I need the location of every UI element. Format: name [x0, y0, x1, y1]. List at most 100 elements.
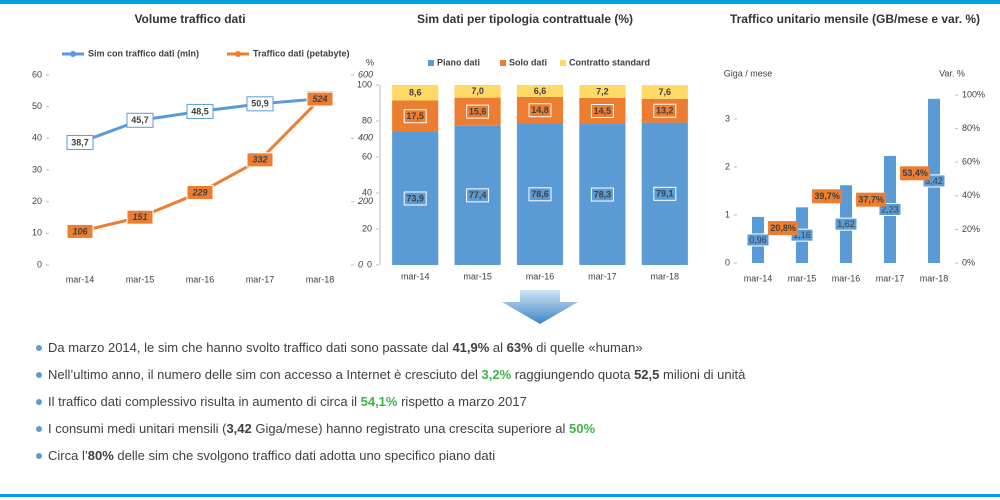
- bar-segment: [579, 97, 626, 125]
- top-band: [0, 0, 1000, 4]
- tick-label: 80%: [962, 123, 980, 133]
- tick-label: 0: [358, 259, 363, 269]
- tick-label: 400: [358, 133, 373, 143]
- tick-label: 80: [362, 115, 372, 125]
- bullet-text: 63%: [506, 340, 533, 355]
- x-tick-label: mar-17: [588, 271, 617, 281]
- bullet: I consumi medi unitari mensili (3,42 Gig…: [36, 421, 986, 448]
- tick-label: 30: [32, 164, 42, 174]
- chart-title: Volume traffico dati: [134, 12, 245, 26]
- chart-title: Sim dati per tipologia contrattuale (%): [417, 12, 633, 26]
- bullet-text: 54,1%: [360, 394, 398, 409]
- data-label: 524: [312, 94, 327, 104]
- data-label: 0,96: [749, 235, 767, 245]
- x-tick-label: mar-16: [526, 271, 555, 281]
- data-point: [246, 152, 274, 168]
- label-box: [466, 188, 490, 203]
- bullet-text: 50%: [568, 421, 596, 436]
- label-box: [653, 186, 677, 201]
- data-label: 15,6: [469, 107, 487, 117]
- data-label: 1,62: [837, 219, 855, 229]
- tick-label: 100: [357, 79, 372, 89]
- legend-label: Piano dati: [437, 57, 480, 67]
- label-box: [590, 187, 614, 202]
- tick-label: 600: [358, 69, 373, 79]
- x-tick-label: mar-15: [788, 273, 817, 283]
- bullet: Da marzo 2014, le sim che hanno svolto t…: [36, 340, 986, 367]
- x-tick-label: mar-17: [246, 274, 275, 284]
- chart-title: Traffico unitario mensile (GB/mese e var…: [730, 12, 980, 26]
- data-label: 53,4%: [902, 168, 928, 178]
- data-label: 17,5: [406, 111, 424, 121]
- data-point: [246, 96, 274, 112]
- data-label: 14,5: [594, 106, 612, 116]
- data-label: 8,6: [409, 88, 422, 98]
- data-point: [126, 112, 154, 128]
- tick-label: 60: [362, 151, 372, 161]
- tick-label: 2: [725, 161, 730, 171]
- x-tick-label: mar-18: [920, 273, 949, 283]
- bullet-text: Nell’ultimo anno, il numero delle sim co…: [48, 367, 482, 382]
- data-point: [812, 189, 843, 204]
- bullet-text: Circa l’: [48, 448, 88, 463]
- data-label: 13,2: [656, 106, 674, 116]
- x-tick-label: mar-14: [66, 274, 95, 284]
- label-box: [834, 217, 858, 231]
- line: [79, 98, 322, 233]
- bar-segment: [641, 122, 688, 266]
- data-label: 1,16: [793, 230, 811, 240]
- tick-label: 200: [357, 196, 373, 206]
- data-label: 332: [252, 155, 267, 165]
- bar-segment: [454, 125, 501, 266]
- bullet-text: al: [489, 340, 507, 355]
- bullet-text: 52,5: [634, 367, 660, 382]
- legend-label: Contratto standard: [569, 57, 650, 67]
- bullet-text: 3,2%: [481, 367, 512, 382]
- tick-label: 20%: [962, 224, 980, 234]
- bullet-text: 41,9%: [452, 340, 490, 355]
- tick-label: 0: [367, 259, 372, 269]
- tick-label: 0: [725, 257, 730, 267]
- bar-segment: [392, 131, 439, 265]
- tick-label: 40: [32, 133, 42, 143]
- x-tick-label: mar-16: [832, 273, 861, 283]
- data-point: [66, 134, 94, 150]
- tick-label: 40: [362, 187, 372, 197]
- x-tick-label: mar-15: [463, 271, 492, 281]
- bar-segment: [641, 85, 688, 99]
- data-label: 37,7%: [858, 195, 884, 205]
- tick-label: 0%: [962, 257, 975, 267]
- bullet-list: Da marzo 2014, le sim che hanno svolto t…: [36, 340, 986, 475]
- bar-segment: [454, 97, 501, 126]
- data-point: [306, 91, 334, 107]
- data-point: [186, 103, 214, 119]
- data-point: [186, 184, 214, 200]
- label-box: [590, 104, 614, 119]
- label-box: [528, 103, 552, 118]
- data-point: [900, 166, 931, 181]
- bullet-text: 80%: [87, 448, 114, 463]
- data-label: 38,7: [71, 137, 89, 147]
- tick-label: 3: [725, 113, 730, 123]
- legend-swatch: [428, 60, 434, 66]
- bottom-band: [0, 494, 1000, 497]
- bullet-text: Da marzo 2014, le sim che hanno svolto t…: [48, 340, 453, 355]
- data-label: 7,0: [471, 86, 484, 96]
- bar-segment: [392, 100, 439, 132]
- data-label: 78,6: [531, 189, 549, 199]
- bar-segment: [392, 85, 439, 101]
- bullet-text: raggiungendo quota: [511, 367, 635, 382]
- bar-segment: [516, 123, 564, 266]
- data-label: 45,7: [131, 115, 149, 125]
- data-label: 77,4: [469, 190, 487, 200]
- data-label: 229: [191, 187, 207, 197]
- data-point: [126, 209, 154, 225]
- label-box: [403, 109, 427, 124]
- legend-swatch: [500, 60, 506, 66]
- bar-segment: [641, 98, 688, 123]
- data-label: 7,6: [659, 87, 672, 97]
- label-box: [403, 191, 427, 206]
- bar-segment: [454, 85, 501, 98]
- data-label: 6,6: [534, 86, 547, 96]
